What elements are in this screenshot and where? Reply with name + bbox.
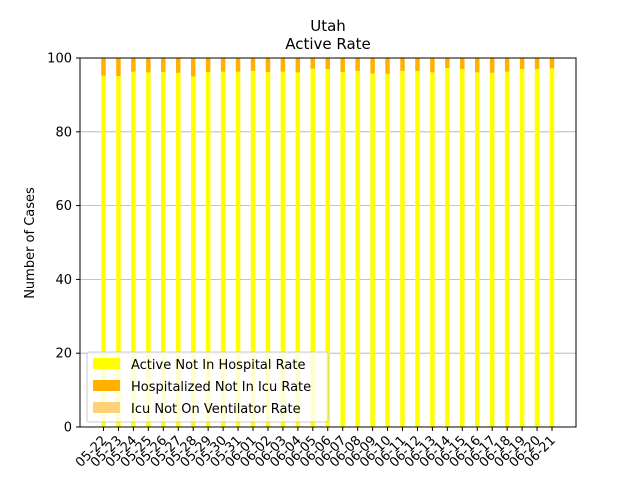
bar-segment-1 bbox=[146, 58, 151, 73]
bar-segment-0 bbox=[146, 72, 151, 428]
bar-segment-0 bbox=[295, 72, 301, 428]
bar-segment-0 bbox=[370, 73, 375, 428]
bar-segment-1 bbox=[325, 58, 330, 70]
bar-segment-0 bbox=[235, 71, 241, 427]
bar-segment-1 bbox=[265, 58, 271, 73]
legend-swatch-active bbox=[93, 358, 120, 369]
bar-segment-0 bbox=[176, 72, 181, 427]
bar-segment-0 bbox=[355, 70, 360, 427]
bar-segment-0 bbox=[534, 69, 540, 427]
bar-segment-0 bbox=[430, 72, 435, 428]
bar-segment-0 bbox=[400, 70, 405, 427]
y-tick-label: 80 bbox=[55, 125, 72, 140]
bar-segment-1 bbox=[385, 58, 390, 74]
bar-segment-1 bbox=[549, 58, 555, 69]
bar-segment-0 bbox=[250, 70, 256, 427]
bar-segment-1 bbox=[101, 58, 106, 76]
bar-segment-1 bbox=[220, 58, 226, 72]
bar-segment-1 bbox=[295, 58, 301, 73]
bar-segment-1 bbox=[519, 58, 525, 70]
bar-segment-1 bbox=[280, 58, 286, 72]
bar-segment-1 bbox=[445, 58, 450, 68]
chart-subtitle: Active Rate bbox=[285, 35, 371, 53]
bar-segment-1 bbox=[460, 58, 465, 70]
bar-segment-0 bbox=[280, 71, 286, 427]
bar-segment-1 bbox=[116, 58, 121, 77]
bar-segment-0 bbox=[101, 75, 106, 427]
bar-segment-1 bbox=[415, 58, 420, 71]
bar-segment-1 bbox=[161, 58, 166, 73]
legend-swatch-hospitalized bbox=[93, 380, 120, 391]
x-axis-ticks: 05-2205-2305-2405-2505-2605-2705-2805-29… bbox=[73, 427, 559, 471]
legend-swatch-icu bbox=[93, 402, 120, 413]
y-tick-label: 20 bbox=[55, 347, 72, 362]
bar-segment-1 bbox=[131, 58, 136, 72]
y-tick-label: 60 bbox=[55, 199, 72, 214]
bar-segment-0 bbox=[504, 71, 510, 427]
bar-segment-0 bbox=[325, 69, 330, 427]
y-tick-label: 40 bbox=[55, 273, 72, 288]
bar-segment-1 bbox=[176, 58, 181, 73]
legend-label-active: Active Not In Hospital Rate bbox=[131, 358, 305, 373]
bar-segment-1 bbox=[489, 58, 495, 73]
bar-segment-1 bbox=[250, 58, 256, 71]
bar-segment-1 bbox=[190, 58, 196, 77]
y-tick-label: 0 bbox=[64, 421, 72, 436]
y-tick-label: 100 bbox=[47, 52, 72, 67]
bar-segment-1 bbox=[534, 58, 540, 70]
legend: Active Not In Hospital Rate Hospitalized… bbox=[86, 351, 329, 423]
bar-segment-1 bbox=[340, 58, 345, 73]
bar-segment-0 bbox=[475, 72, 480, 428]
bar-segment-1 bbox=[205, 58, 211, 73]
bar-segment-0 bbox=[489, 72, 495, 427]
bar-segment-0 bbox=[415, 70, 420, 427]
bar-segment-1 bbox=[430, 58, 435, 73]
bar-group bbox=[101, 58, 555, 428]
legend-label-icu: Icu Not On Ventilator Rate bbox=[131, 402, 301, 417]
legend-box bbox=[86, 351, 329, 423]
bar-segment-1 bbox=[504, 58, 510, 72]
bar-segment-0 bbox=[310, 68, 316, 428]
bar-segment-0 bbox=[265, 72, 271, 427]
bar-segment-0 bbox=[549, 68, 555, 427]
bar-segment-0 bbox=[190, 76, 196, 427]
bar-segment-0 bbox=[205, 72, 211, 427]
bar-segment-0 bbox=[131, 71, 136, 427]
bar-segment-1 bbox=[235, 58, 241, 72]
bar-segment-1 bbox=[310, 58, 316, 69]
bar-segment-1 bbox=[355, 58, 360, 71]
bar-segment-0 bbox=[116, 76, 121, 428]
bar-segment-1 bbox=[370, 58, 375, 74]
bar-segment-0 bbox=[385, 73, 390, 427]
bar-segment-0 bbox=[220, 71, 226, 427]
y-axis-label: Number of Cases bbox=[23, 187, 38, 299]
legend-label-hospitalized: Hospitalized Not In Icu Rate bbox=[131, 380, 311, 395]
bar-segment-0 bbox=[161, 72, 166, 427]
bar-segment-1 bbox=[475, 58, 480, 73]
chart-title: Utah bbox=[310, 17, 346, 35]
y-axis-ticks: 0 20 40 60 80 100 bbox=[47, 52, 80, 436]
bar-segment-0 bbox=[445, 67, 450, 427]
bar-segment-1 bbox=[400, 58, 405, 71]
bar-segment-0 bbox=[340, 72, 345, 427]
bar-segment-0 bbox=[519, 69, 525, 427]
bar-segment-0 bbox=[460, 69, 465, 427]
